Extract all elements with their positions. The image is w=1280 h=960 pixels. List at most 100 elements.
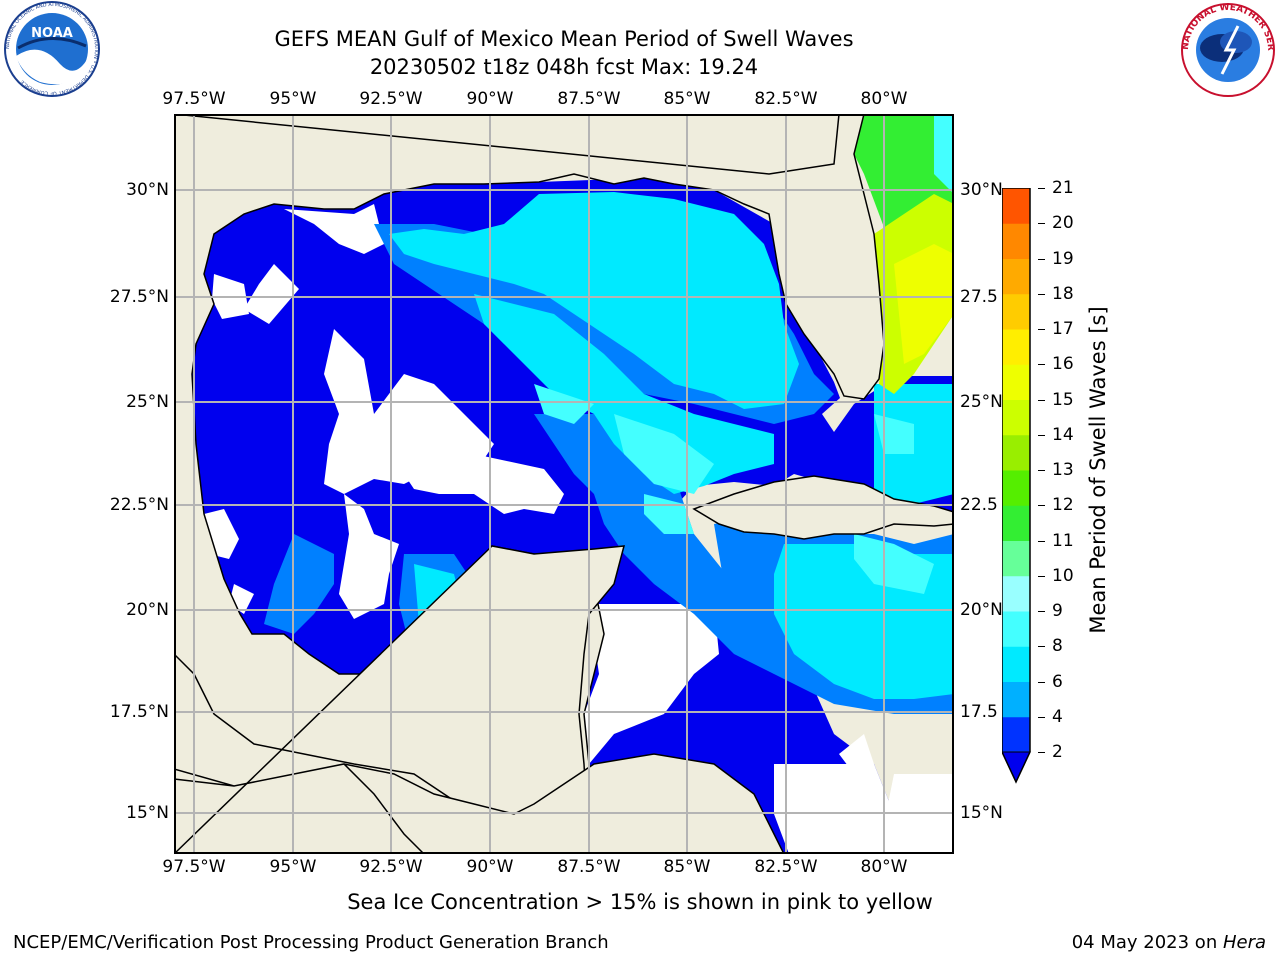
colorbar-tick-mark <box>1038 716 1045 718</box>
lon-tick-bottom: 95°W <box>269 857 317 877</box>
colorbar-segment <box>1002 399 1030 436</box>
colorbar-segment <box>1002 646 1030 682</box>
lon-tick-top: 95°W <box>269 89 317 109</box>
colorbar-tick-label: 17 <box>1052 319 1074 339</box>
colorbar-tick-mark <box>1038 329 1045 330</box>
colorbar-tick-mark <box>1038 399 1045 401</box>
lon-tick-top: 80°W <box>860 89 908 109</box>
map-panel <box>173 113 955 856</box>
colorbar-extend-arrow <box>1001 751 1031 784</box>
colorbar-tick-label: 11 <box>1052 530 1074 551</box>
map-svg <box>173 113 955 856</box>
noaa-logo: NOAA NATIONAL OCEANIC AND ATMOSPHERIC AD… <box>0 0 104 100</box>
lat-tick-right: 17.5 <box>960 702 998 722</box>
colorbar-tick-mark <box>1038 611 1045 612</box>
colorbar-tick-label: 16 <box>1052 354 1074 375</box>
colorbar-segment <box>1002 540 1030 577</box>
colorbar-tick-mark <box>1038 470 1045 471</box>
colorbar-segment <box>1002 223 1030 259</box>
colorbar-tick-mark <box>1038 752 1045 753</box>
lat-tick-right: 30°N <box>960 180 1003 200</box>
colorbar-tick-label: 8 <box>1052 636 1063 657</box>
colorbar <box>1001 187 1038 784</box>
lon-tick-bottom: 90°W <box>466 857 514 877</box>
nws-logo: NATIONAL WEATHER SERVICE <box>1175 0 1278 98</box>
lat-tick-right: 22.5 <box>960 495 998 515</box>
footer-date-text: 04 May 2023 on <box>1071 932 1223 953</box>
colorbar-tick-mark <box>1038 364 1045 366</box>
colorbar-tick-label: 21 <box>1052 178 1074 198</box>
central-america-land <box>173 753 786 855</box>
chart-title: GEFS MEAN Gulf of Mexico Mean Period of … <box>274 27 854 51</box>
lat-tick-left: 20°N <box>126 600 169 620</box>
lon-tick-bottom: 82.5°W <box>754 857 818 877</box>
colorbar-segment <box>1002 575 1030 612</box>
lat-tick-left: 27.5°N <box>109 287 169 307</box>
colorbar-tick-label: 2 <box>1052 742 1063 762</box>
atlantic-swell-region <box>934 114 954 194</box>
colorbar-label: Mean Period of Swell Waves [s] <box>1086 306 1110 634</box>
colorbar-segment <box>1002 611 1030 647</box>
colorbar-segment <box>1002 258 1030 295</box>
ice-note: Sea Ice Concentration > 15% is shown in … <box>347 890 933 914</box>
colorbar-frame <box>1001 187 1031 784</box>
colorbar-tick-label: 12 <box>1052 495 1074 516</box>
colorbar-tick-mark <box>1038 434 1045 436</box>
colorbar-tick-label: 6 <box>1052 671 1063 692</box>
colorbar-segment <box>1002 434 1030 471</box>
lon-tick-top: 92.5°W <box>359 89 423 109</box>
colorbar-tick-label: 9 <box>1052 601 1063 621</box>
lat-tick-right: 20°N <box>960 600 1003 620</box>
footer-host: Hera <box>1222 932 1266 953</box>
colorbar-tick-mark <box>1038 293 1045 295</box>
lon-tick-top: 97.5°W <box>162 89 226 109</box>
swell-band-4-6 <box>474 294 774 494</box>
atlantic-swell-region <box>894 244 954 364</box>
svg-text:NOAA: NOAA <box>31 26 73 41</box>
colorbar-segment <box>1002 329 1030 365</box>
colorbar-segment <box>1002 716 1030 753</box>
lat-tick-right: 15°N <box>960 803 1003 823</box>
colorbar-tick-label: 13 <box>1052 460 1074 480</box>
lon-tick-top: 82.5°W <box>754 89 818 109</box>
colorbar-tick-label: 4 <box>1052 706 1063 727</box>
colorbar-segment <box>1002 293 1030 330</box>
colorbar-tick-mark <box>1038 540 1045 542</box>
colorbar-tick-label: 18 <box>1052 283 1074 304</box>
footer-credit: NCEP/EMC/Verification Post Processing Pr… <box>13 932 609 953</box>
colorbar-tick-mark <box>1038 681 1045 683</box>
colorbar-segment <box>1002 470 1030 506</box>
lon-tick-bottom: 92.5°W <box>359 857 423 877</box>
colorbar-tick-label: 19 <box>1052 248 1074 269</box>
lat-tick-left: 30°N <box>126 180 169 200</box>
lon-tick-bottom: 87.5°W <box>557 857 621 877</box>
colorbar-segment <box>1002 364 1030 400</box>
colorbar-tick-label: 20 <box>1052 213 1074 234</box>
colorbar-segment <box>1002 681 1030 718</box>
lat-tick-right: 25°N <box>960 392 1003 412</box>
colorbar-tick-mark <box>1038 505 1045 507</box>
colorbar-segment <box>1002 188 1030 224</box>
graticule <box>174 114 954 854</box>
colorbar-tick-label: 15 <box>1052 389 1074 410</box>
lat-tick-left: 25°N <box>126 392 169 412</box>
swell-band-4-6 <box>389 192 799 409</box>
lon-tick-top: 90°W <box>466 89 514 109</box>
colorbar-tick-mark <box>1038 188 1045 189</box>
colorbar-ticks: 2 4 6 8 9 10 11 12 13 14 15 16 17 18 19 20 21 <box>1038 178 1080 780</box>
colorbar-segment <box>1002 505 1030 541</box>
lat-tick-left: 15°N <box>126 803 169 823</box>
colorbar-tick-mark <box>1038 223 1045 225</box>
colorbar-tick-label: 10 <box>1052 565 1074 586</box>
lat-tick-right: 27.5 <box>960 287 998 307</box>
lat-tick-left: 22.5°N <box>109 495 169 515</box>
colorbar-tick-mark <box>1038 575 1045 577</box>
lon-tick-top: 87.5°W <box>557 89 621 109</box>
map-frame <box>174 114 954 854</box>
lon-tick-bottom: 97.5°W <box>162 857 226 877</box>
lon-tick-bottom: 80°W <box>860 857 908 877</box>
lat-tick-left: 17.5°N <box>109 702 169 722</box>
chart-subtitle: 20230502 t18z 048h fcst Max: 19.24 <box>369 55 759 79</box>
colorbar-tick-mark <box>1038 646 1045 648</box>
colorbar-svg <box>1001 187 1031 784</box>
